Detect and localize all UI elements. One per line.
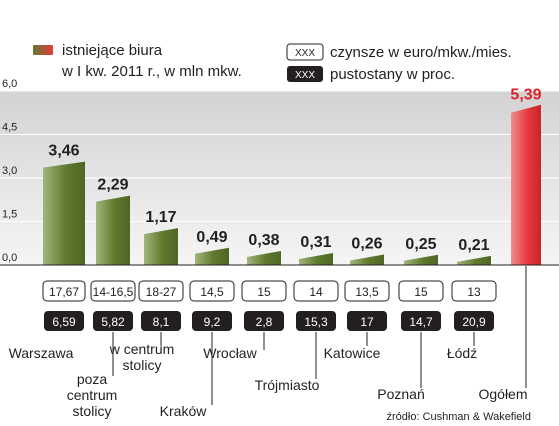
vacancy-value: 8,1 (153, 315, 170, 329)
bar-value-label: 3,46 (48, 143, 79, 160)
vacancy-box (401, 311, 441, 331)
legend-vacancy-swatch-text: XXX (295, 70, 315, 81)
y-axis: 0,0 1,5 3,0 4,5 6,0 (2, 78, 17, 264)
y-tick-label: 0,0 (2, 252, 17, 264)
rent-value: 14,5 (200, 285, 224, 299)
bar (247, 250, 281, 265)
city-label: Kraków (160, 403, 208, 419)
bar (350, 254, 384, 265)
legend-bars-line2: w I kw. 2011 r., w mln mkw. (61, 63, 242, 80)
y-tick-label: 6,0 (2, 78, 17, 90)
grid-lines (0, 90, 559, 222)
bar (144, 228, 178, 265)
y-tick-label: 3,0 (2, 165, 17, 177)
bar-value-label: 0,21 (458, 237, 489, 254)
vacancy-box (296, 311, 336, 331)
rent-value: 14 (309, 285, 323, 299)
vacancy-box (141, 311, 181, 331)
legend-rent-swatch-box (286, 43, 324, 61)
y-tick-label: 4,5 (2, 122, 17, 134)
legend-vacancy-label: pustostany w proc. (330, 66, 455, 83)
legend-vacancy-swatch-box (287, 66, 323, 82)
vacancy-value: 15,3 (304, 315, 328, 329)
bar-value-label: 1,17 (145, 209, 176, 226)
vacancy-box (44, 311, 84, 331)
vacancy-value: 20,9 (462, 315, 486, 329)
city-label: Poznań (377, 386, 424, 402)
bar (195, 247, 229, 265)
rent-value: 18-27 (146, 285, 177, 299)
bar (404, 254, 438, 265)
rent-value: 17,67 (49, 285, 79, 299)
rent-box (398, 280, 444, 302)
bar-value-label: 0,25 (405, 236, 436, 253)
rent-box (42, 280, 86, 302)
legend: istniejące biura w I kw. 2011 r., w mln … (33, 42, 512, 83)
vacancy-box (192, 311, 232, 331)
bar-value-label: 0,26 (351, 235, 382, 252)
y-tick-label: 1,5 (2, 209, 17, 221)
bar-value-label: 0,38 (248, 232, 279, 249)
vacancy-value: 2,8 (256, 315, 273, 329)
vacancy-value: 6,59 (52, 315, 76, 329)
city-label: Katowice (324, 345, 381, 361)
vacancy-row: 6,59 5,82 8,1 9,2 2,8 15,3 17 14,7 20,9 (44, 311, 494, 331)
vacancy-box (244, 311, 284, 331)
rent-value: 13 (467, 285, 481, 299)
rent-value: 15 (414, 285, 428, 299)
rent-box (138, 280, 184, 302)
vacancy-box (93, 311, 133, 331)
city-label: poza centrum stolicy (67, 371, 118, 419)
bar-value-label: 5,39 (510, 87, 541, 104)
bar (457, 255, 491, 265)
city-label: Warszawa (9, 345, 74, 361)
city-label: Wrocław (203, 345, 257, 361)
vacancy-box (454, 311, 494, 331)
rent-box (241, 280, 287, 302)
city-label: w centrum stolicy (109, 341, 175, 373)
legend-rent-label: czynsze w euro/mkw./mies. (330, 44, 512, 61)
rent-box (451, 280, 497, 302)
legend-rent-swatch-text: XXX (295, 48, 315, 59)
rent-box (189, 280, 235, 302)
city-label: Trójmiasto (255, 377, 320, 393)
bar (299, 253, 333, 265)
bar (96, 195, 130, 265)
bars (43, 104, 541, 265)
source-note: źródło: Cushman & Wakefield (387, 411, 532, 423)
bar-value-label: 0,31 (300, 234, 331, 251)
vacancy-value: 14,7 (409, 315, 433, 329)
rent-box (344, 280, 390, 302)
rent-value: 13,5 (355, 285, 379, 299)
rent-value: 15 (257, 285, 271, 299)
legend-bars-line1: istniejące biura (62, 42, 163, 59)
vacancy-value: 17 (360, 315, 374, 329)
bar (43, 161, 85, 265)
bar-value-label: 2,29 (97, 177, 128, 194)
bar-value-labels: 3,46 2,29 1,17 0,49 0,38 0,31 0,26 0,25 0,21 5,39 (48, 87, 541, 254)
vacancy-value: 9,2 (204, 315, 221, 329)
rent-row: 17,67 14-16,5 18-27 14,5 15 14 13,5 15 13 (42, 280, 497, 302)
rent-value: 14-16,5 (93, 285, 134, 299)
city-label: Łódź (447, 345, 477, 361)
bar-value-label: 0,49 (196, 229, 227, 246)
city-label: Ogółem (478, 386, 527, 402)
rent-box (90, 280, 136, 302)
vacancy-box (347, 311, 387, 331)
rent-box (293, 280, 339, 302)
legend-bar-swatch (33, 45, 53, 55)
vacancy-value: 5,82 (101, 315, 125, 329)
bar (511, 104, 541, 265)
